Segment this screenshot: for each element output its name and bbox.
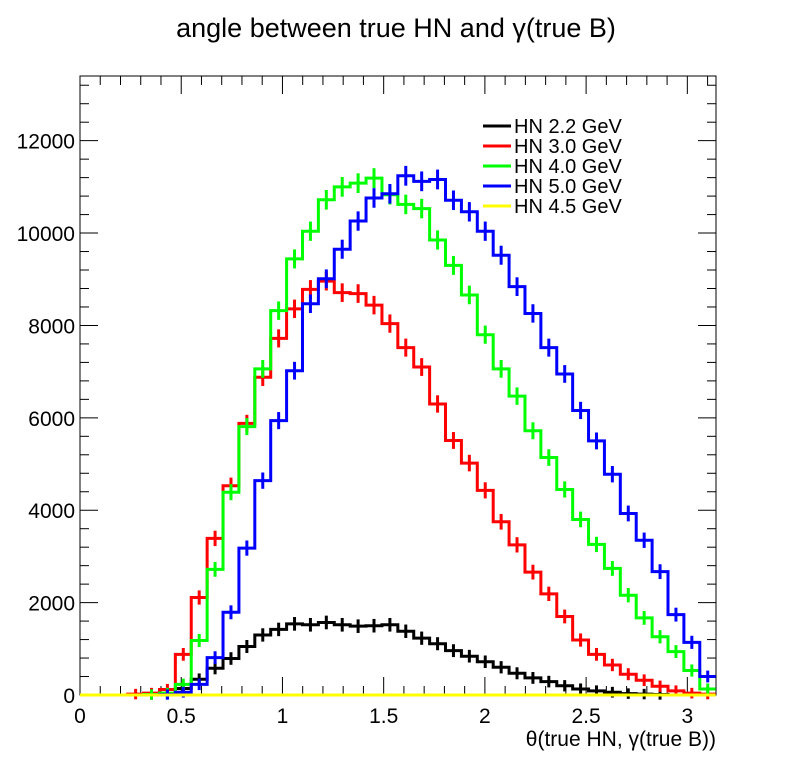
y-tick-label: 2000 (28, 593, 75, 616)
y-tick-label: 10000 (17, 223, 75, 246)
y-tick-label: 0 (63, 685, 75, 708)
y-tick-label: 8000 (28, 315, 75, 338)
x-tick-label: 1.5 (369, 705, 398, 728)
x-tick-label: 1 (277, 705, 289, 728)
x-tick-label: 0.5 (167, 705, 196, 728)
series-layer (80, 165, 716, 700)
x-tick-label: 2 (479, 705, 491, 728)
x-axis-label: θ(true HN, γ(true B)) (526, 728, 716, 751)
y-tick-label: 6000 (28, 408, 75, 431)
legend-entry: HN 2.2 GeV (514, 116, 622, 138)
legend-entry: HN 3.0 GeV (514, 136, 622, 158)
series-line (80, 176, 716, 697)
series-2 (80, 168, 716, 700)
chart-title: angle between true HN and γ(true B) (176, 13, 616, 43)
y-tick-label: 12000 (17, 131, 75, 154)
x-tick-label: 3 (681, 705, 693, 728)
legend-entry: HN 5.0 GeV (514, 176, 622, 198)
series-line (80, 174, 716, 697)
axis-ticks: 0 0.5 1 1.5 2 2.5 3 0 2000 4000 6000 8000 10000 12000 (17, 76, 716, 728)
series-3 (80, 165, 716, 700)
y-tick-label: 4000 (28, 500, 75, 523)
x-tick-label: 0 (74, 705, 86, 728)
legend-entry: HN 4.0 GeV (514, 156, 622, 178)
legend-entry: HN 4.5 GeV (514, 196, 622, 218)
x-tick-label: 2.5 (572, 705, 601, 728)
